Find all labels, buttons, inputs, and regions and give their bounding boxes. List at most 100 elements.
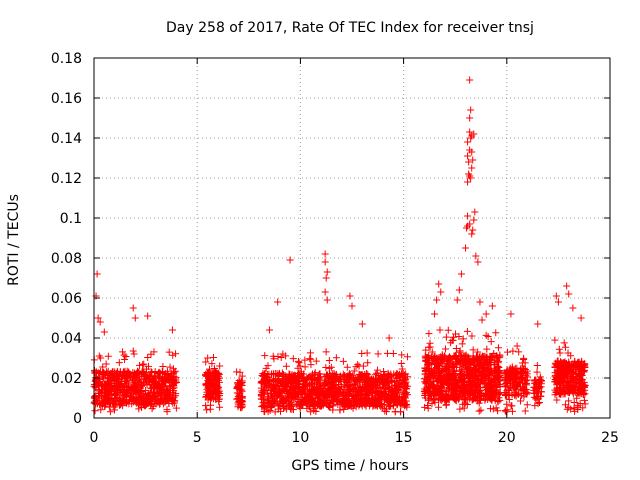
data-point [111, 397, 119, 405]
data-point [166, 363, 174, 371]
data-point [106, 371, 114, 379]
y-tick-label: 0.08 [51, 251, 82, 267]
data-point [124, 368, 132, 376]
data-point [104, 352, 112, 360]
y-tick-label: 0 [73, 411, 82, 427]
data-point [121, 367, 129, 375]
data-point [117, 401, 125, 409]
data-point [135, 369, 143, 377]
data-point [163, 408, 171, 416]
data-point [372, 396, 380, 404]
x-tick-label: 25 [601, 430, 619, 446]
data-point [128, 400, 136, 408]
data-point [148, 379, 156, 387]
chart-title: Day 258 of 2017, Rate Of TEC Index for r… [166, 20, 534, 36]
data-point [206, 405, 214, 413]
data-point [216, 362, 224, 370]
x-tick-label: 15 [395, 430, 413, 446]
data-point [364, 359, 372, 367]
data-point [306, 349, 314, 357]
data-point [343, 395, 351, 403]
x-tick-label: 20 [498, 430, 516, 446]
data-point [91, 368, 99, 376]
data-point [120, 351, 128, 359]
data-point [104, 389, 112, 397]
data-point [151, 389, 159, 397]
data-point [388, 395, 396, 403]
data-point [95, 352, 103, 360]
data-point [139, 361, 147, 369]
data-point [91, 407, 99, 415]
data-point [116, 368, 124, 376]
data-point [205, 387, 213, 395]
data-point [154, 370, 162, 378]
data-point [233, 384, 241, 392]
data-point [97, 389, 105, 397]
data-point [137, 392, 145, 400]
data-point [172, 392, 180, 400]
data-point [151, 373, 159, 381]
data-point [172, 350, 180, 358]
data-point [106, 408, 114, 416]
data-point [267, 389, 275, 397]
data-point [154, 399, 162, 407]
data-point [117, 399, 125, 407]
data-point [140, 378, 148, 386]
data-point [133, 378, 141, 386]
data-point [373, 366, 381, 374]
data-point [235, 391, 243, 399]
data-point [391, 398, 399, 406]
data-point [117, 386, 125, 394]
data-point [95, 387, 103, 395]
data-point [294, 364, 302, 372]
y-tick-label: 0.04 [51, 331, 82, 347]
data-point [350, 367, 358, 375]
data-point [282, 362, 290, 370]
data-point [166, 383, 174, 391]
data-point [294, 357, 302, 365]
y-tick-label: 0.16 [51, 91, 82, 107]
data-point [144, 389, 152, 397]
data-point [165, 399, 173, 407]
data-point [308, 376, 316, 384]
data-point [136, 361, 144, 369]
data-point [261, 352, 269, 360]
data-point [135, 377, 143, 385]
data-point [170, 397, 178, 405]
data-point [170, 368, 178, 376]
x-tick-label: 0 [90, 430, 99, 446]
data-point [375, 375, 383, 383]
grid [94, 58, 610, 418]
data-point [298, 388, 306, 396]
data-point [322, 363, 330, 371]
data-point [282, 352, 290, 360]
data-point [307, 361, 315, 369]
data-point [111, 379, 119, 387]
data-point [123, 386, 131, 394]
data-point [119, 348, 127, 356]
data-point [132, 394, 140, 402]
data-point [336, 406, 344, 414]
data-point [202, 358, 210, 366]
data-point [325, 356, 333, 364]
data-point [123, 372, 131, 380]
data-point [268, 370, 276, 378]
data-point [206, 375, 214, 383]
data-point [115, 372, 123, 380]
data-point [138, 368, 146, 376]
data-point [211, 368, 219, 376]
data-point [145, 391, 153, 399]
data-point [133, 370, 141, 378]
data-point [91, 384, 99, 392]
data-point [129, 347, 137, 355]
data-point [391, 408, 399, 416]
data-point [165, 348, 173, 356]
data-point [161, 376, 169, 384]
data-point [234, 393, 242, 401]
data-point [306, 355, 314, 363]
data-point [203, 406, 211, 414]
data-point [277, 354, 285, 361]
data-point [160, 383, 168, 391]
data-point [237, 380, 245, 388]
